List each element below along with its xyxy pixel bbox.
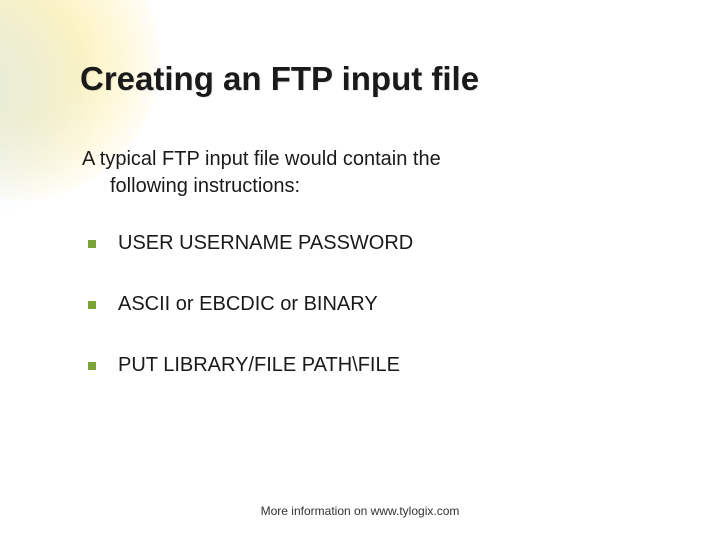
bullet-list: USER USERNAME PASSWORD ASCII or EBCDIC o…: [80, 232, 640, 377]
square-bullet-icon: [88, 240, 96, 248]
list-item-text: PUT LIBRARY/FILE PATH\FILE: [118, 354, 400, 377]
footer-text: More information on www.tylogix.com: [0, 504, 720, 518]
slide-title: Creating an FTP input file: [80, 60, 640, 98]
list-item: ASCII or EBCDIC or BINARY: [88, 293, 640, 316]
intro-text: A typical FTP input file would contain t…: [80, 146, 640, 200]
intro-line-2: following instructions:: [82, 173, 640, 200]
square-bullet-icon: [88, 362, 96, 370]
intro-line-1: A typical FTP input file would contain t…: [82, 146, 640, 173]
list-item: PUT LIBRARY/FILE PATH\FILE: [88, 354, 640, 377]
square-bullet-icon: [88, 301, 96, 309]
list-item-text: ASCII or EBCDIC or BINARY: [118, 293, 378, 316]
list-item-text: USER USERNAME PASSWORD: [118, 232, 413, 255]
list-item: USER USERNAME PASSWORD: [88, 232, 640, 255]
slide-content: Creating an FTP input file A typical FTP…: [0, 0, 720, 377]
